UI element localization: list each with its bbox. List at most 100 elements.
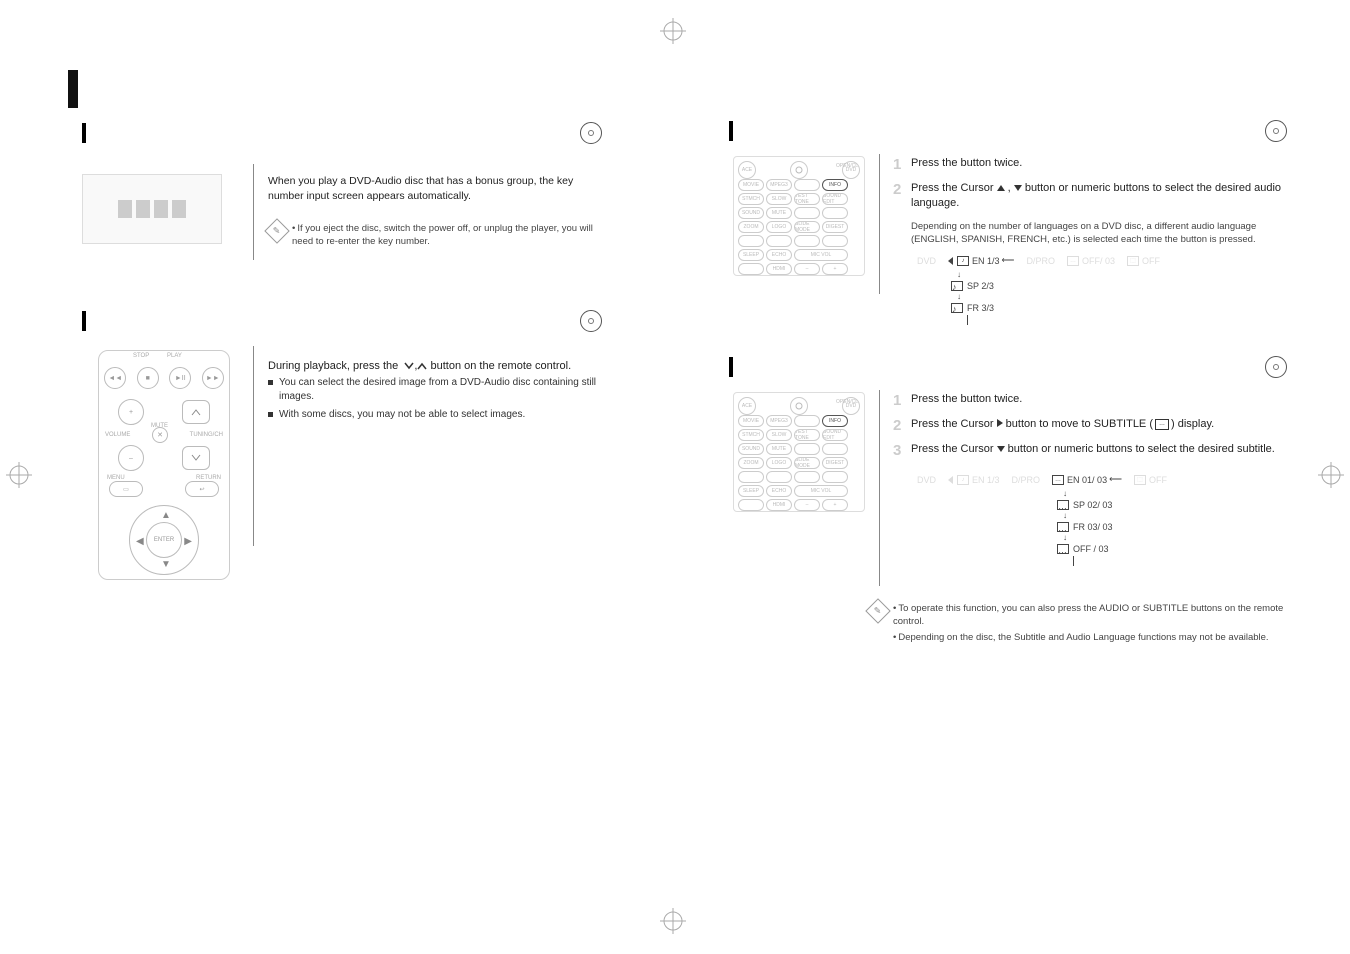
note1: To operate this function, you can also p… xyxy=(893,603,1283,627)
audio-step1: Press the button twice. xyxy=(911,156,1285,171)
btn-stop: ■ xyxy=(137,367,159,389)
btn-play: ►II xyxy=(169,367,191,389)
b: SOUND xyxy=(738,443,764,455)
step-num: 2 xyxy=(893,417,911,434)
b xyxy=(738,263,764,275)
crop-mark-top xyxy=(660,18,686,44)
b xyxy=(794,443,820,455)
step-num: 3 xyxy=(893,442,911,459)
section-audiolang-header xyxy=(729,120,1287,152)
subtitle-step2: Press the Cursor button to move to SUBTI… xyxy=(911,417,1285,432)
remote-small-audio: ACE DVD OPEN/CL MOVIEMPEG3INFO STMCHSLOW… xyxy=(733,156,865,276)
b: SLOW xyxy=(766,429,792,441)
b: SLIDE MODE xyxy=(794,457,820,469)
osd-seg: D/PRO xyxy=(1026,256,1055,266)
step-num: 1 xyxy=(893,156,911,173)
osd-item: FR 03/ 03 xyxy=(1073,522,1113,532)
btn-rew: ◄◄ xyxy=(104,367,126,389)
btn-ace: ACE xyxy=(738,397,756,415)
b: MUTE xyxy=(766,207,792,219)
bullet-2: With some discs, you may not be able to … xyxy=(279,408,525,422)
b: SOUND EDIT xyxy=(822,429,848,441)
osd-audio: DVD ♪EN 1/3⟵ D/PRO …OFF/ 03 ⬚OFF xyxy=(911,254,1166,267)
b xyxy=(794,415,820,427)
disc-icon xyxy=(580,310,602,332)
osd-subtitle-list: ↓ …SP 02/ 03 ↓ …FR 03/ 03 ↓ …OFF / 03 xyxy=(1057,489,1285,566)
osd-audio-list: ↓ ♪SP 2/3 ↓ ♪FR 3/3 xyxy=(951,270,1285,325)
section-subtitle-header xyxy=(729,356,1287,388)
b: SLOW xyxy=(766,193,792,205)
btn-up xyxy=(182,400,210,424)
nav-wheel: ▲ ▼ ◀ ▶ ENTER xyxy=(129,505,199,575)
osd-seg: EN 1/3 xyxy=(972,475,1000,485)
b: – xyxy=(794,263,820,275)
b xyxy=(766,471,792,483)
page-spread: When you play a DVD-Audio disc that has … xyxy=(0,58,1350,898)
osd-item: SP 2/3 xyxy=(967,281,994,291)
bonus-note-text: If you eject the disc, switch the power … xyxy=(292,223,593,247)
b: SLIDE MODE xyxy=(794,221,820,233)
bullet-1: You can select the desired image from a … xyxy=(279,376,602,404)
disc-icon xyxy=(1265,120,1287,142)
audio-tip: Depending on the number of languages on … xyxy=(911,220,1285,247)
b: MOVIE xyxy=(738,415,764,427)
osd-item: OFF / 03 xyxy=(1073,544,1109,554)
disc-icon xyxy=(580,122,602,144)
keynum-graphic xyxy=(82,174,240,244)
b: MOVIE xyxy=(738,179,764,191)
divider xyxy=(879,154,880,294)
crop-mark-bottom xyxy=(660,908,686,934)
b: – xyxy=(794,499,820,511)
label-volume: VOLUME xyxy=(105,432,130,438)
navi-line: During playback, press the , button on t… xyxy=(268,360,602,372)
btn-mid xyxy=(790,397,808,415)
b xyxy=(822,207,848,219)
b: ZOOM xyxy=(738,457,764,469)
subtitle-steps: 1Press the button twice. 2Press the Curs… xyxy=(893,392,1285,566)
b xyxy=(794,179,820,191)
osd-seg: OFF xyxy=(1142,256,1160,266)
b: SOUND EDIT xyxy=(822,193,848,205)
b: MIC VOL xyxy=(794,485,848,497)
label-stop: STOP xyxy=(133,353,149,359)
osd-seg: EN 1/3 xyxy=(972,256,1000,266)
subtitle-step3: Press the Cursor button or numeric butto… xyxy=(911,442,1285,457)
divider xyxy=(253,164,254,260)
btn-menu: ▭ xyxy=(109,481,143,497)
b: STMCH xyxy=(738,429,764,441)
page-tab-left xyxy=(68,70,78,108)
btn-mute: ✕ xyxy=(152,427,168,443)
b: ECHO xyxy=(766,249,792,261)
b: MUTE xyxy=(766,443,792,455)
section-bonus-header xyxy=(82,122,602,154)
btn-minus: – xyxy=(118,445,144,471)
b: DIGEST xyxy=(822,457,848,469)
osd-seg: EN 01/ 03 xyxy=(1067,475,1107,485)
bullet-icon xyxy=(268,412,273,417)
b: LOGO xyxy=(766,221,792,233)
audio-step2: Press the Cursor , button or numeric but… xyxy=(911,181,1285,212)
btn-ff: ►► xyxy=(202,367,224,389)
osd-item: FR 3/3 xyxy=(967,303,994,313)
osd-subtitle: DVD ♪EN 1/3 D/PRO …EN 01/ 03⟵ ⬚OFF xyxy=(911,473,1173,486)
section-bar-icon xyxy=(729,357,733,377)
b: MPEG3 xyxy=(766,415,792,427)
b xyxy=(738,235,764,247)
b: ZOOM xyxy=(738,221,764,233)
btn-plus: + xyxy=(118,399,144,425)
section-navi-header xyxy=(82,310,602,342)
osd-seg: D/PRO xyxy=(1012,475,1041,485)
b: + xyxy=(822,263,848,275)
b xyxy=(794,235,820,247)
divider xyxy=(253,346,254,546)
navi-body: During playback, press the , button on t… xyxy=(268,360,602,422)
subtitle-notes: ✎ •To operate this function, you can als… xyxy=(869,596,1289,644)
b xyxy=(766,235,792,247)
b: MPEG3 xyxy=(766,179,792,191)
btn-ace: ACE xyxy=(738,161,756,179)
section-bar-icon xyxy=(82,311,86,331)
section-bar-icon xyxy=(729,121,733,141)
label-play: PLAY xyxy=(167,353,182,359)
btn-info-highlight: INFO xyxy=(822,179,848,191)
left-page: When you play a DVD-Audio disc that has … xyxy=(0,58,675,898)
